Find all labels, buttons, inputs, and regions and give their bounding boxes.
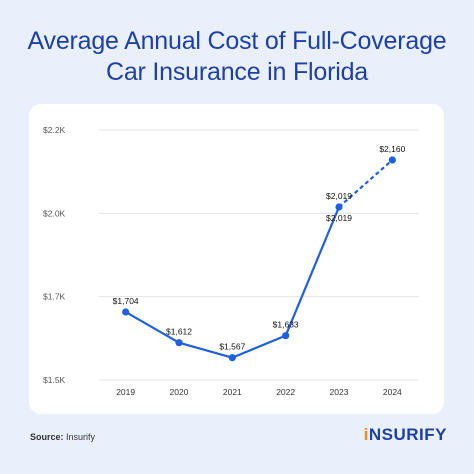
source-note: Source: Insurify xyxy=(30,432,95,442)
x-tick-label: 2020 xyxy=(170,387,189,397)
source-label: Source: xyxy=(30,432,64,442)
series-line xyxy=(125,206,341,359)
y-tick-label: $2.2K xyxy=(43,125,66,135)
insurify-logo: iNSURIFY xyxy=(364,425,447,445)
projected-line xyxy=(338,159,394,208)
data-label: $1,612 xyxy=(166,327,192,337)
chart-card: $1.5K $1.7K $2.0K $2.2K 2019 2020 2021 2022 2023… xyxy=(29,104,444,414)
logo-letter-i: i xyxy=(363,425,369,444)
data-point xyxy=(335,203,343,211)
data-label: $2,019 xyxy=(326,191,352,201)
data-point xyxy=(175,339,183,347)
logo-text: NSURIFY xyxy=(368,425,447,444)
data-point xyxy=(282,332,290,340)
data-label: $1,633 xyxy=(273,320,299,330)
y-tick-label: $1.7K xyxy=(43,292,66,302)
chart-title: Average Annual Cost of Full-Coverage Car… xyxy=(0,26,474,88)
data-point xyxy=(122,308,130,316)
title-line-1: Average Annual Cost of Full-Coverage xyxy=(27,27,447,55)
data-label-below: $2,019 xyxy=(326,213,352,223)
x-tick-label: 2021 xyxy=(223,387,242,397)
data-label: $1,567 xyxy=(219,342,245,352)
data-point xyxy=(388,156,396,164)
line-chart: $1.5K $1.7K $2.0K $2.2K 2019 2020 2021 2022 2023… xyxy=(43,125,419,397)
y-tick-label: $2.0K xyxy=(43,208,66,218)
x-tick-label: 2023 xyxy=(330,387,349,397)
x-tick-label: 2024 xyxy=(383,387,402,397)
source-text: Insurify xyxy=(66,432,96,442)
x-tick-label: 2019 xyxy=(116,387,135,397)
data-point xyxy=(228,354,236,362)
y-tick-label: $1.5K xyxy=(43,375,66,385)
x-tick-label: 2022 xyxy=(276,387,295,397)
title-line-2: Car Insurance in Florida xyxy=(106,58,368,86)
data-label: $2,160 xyxy=(379,144,405,154)
data-label: $1,704 xyxy=(113,296,139,306)
